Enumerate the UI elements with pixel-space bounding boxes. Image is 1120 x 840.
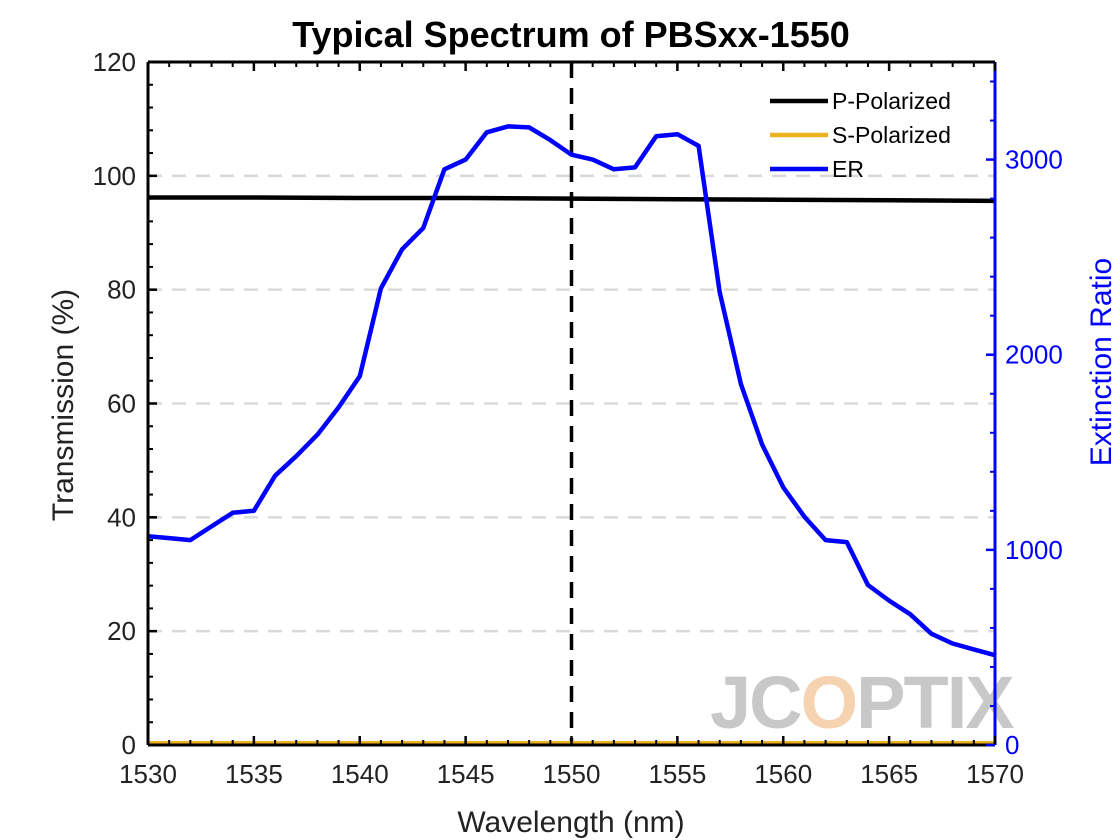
y-tick-label: 80: [107, 275, 136, 305]
legend-label: ER: [832, 156, 864, 182]
x-axis-label: Wavelength (nm): [457, 806, 684, 839]
watermark-letter: C: [749, 661, 801, 744]
y2-tick-label: 0: [1005, 730, 1019, 760]
y-tick-label: 40: [107, 502, 136, 532]
watermark-letter: X: [965, 661, 1014, 744]
x-tick-label: 1560: [754, 759, 812, 789]
grid-lines: [148, 174, 995, 633]
series-line-p-polarized: [148, 195, 996, 204]
y-axis-label: Transmission (%): [47, 289, 80, 521]
x-tick-label: 1545: [437, 759, 495, 789]
y-tick-label: 20: [107, 616, 136, 646]
series-line-er: [147, 124, 996, 658]
x-tick-label: 1565: [860, 759, 918, 789]
x-tick-label: 1530: [119, 759, 177, 789]
watermark-letter: J: [710, 661, 749, 744]
legend: P-Polarized S-Polarized ER: [770, 88, 951, 182]
watermark-logo: JCOPTIX: [710, 661, 1016, 744]
watermark-letter: O: [801, 661, 857, 744]
y-tick-label: 120: [93, 47, 136, 77]
x-tick-label: 1555: [648, 759, 706, 789]
watermark-letter: I: [947, 661, 966, 744]
ticks: 1530 1535 1540 1545 1550 1555 1560 1565 15700204…: [93, 47, 1063, 789]
y2-tick-label: 3000: [1005, 145, 1063, 175]
x-tick-label: 1535: [225, 759, 283, 789]
y-tick-label: 0: [122, 730, 136, 760]
y2-axis-label: Extinction Ratio: [1085, 258, 1118, 466]
y-tick-label: 60: [107, 389, 136, 419]
watermark-letter: T: [904, 661, 949, 744]
x-tick-label: 1570: [966, 759, 1024, 789]
legend-label: S-Polarized: [832, 122, 951, 148]
y2-tick-label: 1000: [1005, 535, 1063, 565]
chart-title: Typical Spectrum of PBSxx-1550: [292, 14, 850, 55]
y2-tick-label: 2000: [1005, 340, 1063, 370]
x-tick-label: 1540: [331, 759, 389, 789]
y-tick-label: 100: [93, 161, 136, 191]
watermark-text: JCOPTIX: [710, 661, 1014, 744]
x-tick-label: 1550: [543, 759, 601, 789]
legend-label: P-Polarized: [832, 88, 951, 114]
watermark-letter: P: [856, 661, 903, 744]
